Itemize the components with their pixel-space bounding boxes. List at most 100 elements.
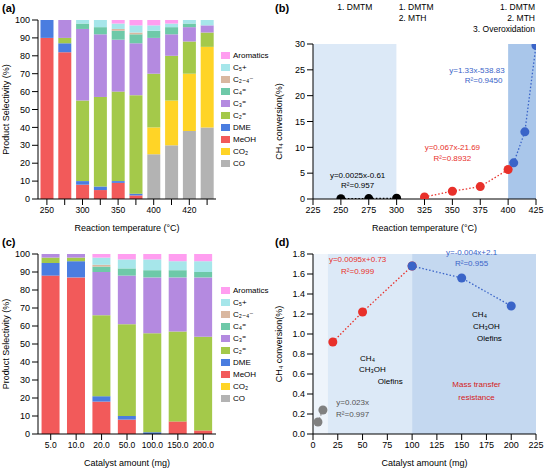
- svg-text:30: 30: [20, 140, 30, 150]
- svg-text:225: 225: [528, 440, 543, 450]
- svg-text:400: 400: [501, 205, 516, 215]
- svg-text:250: 250: [40, 205, 54, 215]
- svg-text:CH₃OH: CH₃OH: [359, 365, 386, 374]
- svg-text:250: 250: [333, 205, 348, 215]
- svg-text:20: 20: [20, 393, 30, 403]
- svg-text:200.0: 200.0: [193, 440, 215, 450]
- svg-text:0: 0: [25, 194, 30, 204]
- svg-text:CH₄ conversion(%): CH₄ conversion(%): [274, 306, 284, 383]
- svg-text:Olefins: Olefins: [477, 334, 502, 343]
- svg-text:Product Selectivity (%): Product Selectivity (%): [1, 64, 11, 155]
- svg-text:Product Selectivity (%): Product Selectivity (%): [1, 299, 11, 390]
- svg-text:1. DMTM: 1. DMTM: [337, 2, 372, 12]
- svg-text:20: 20: [295, 91, 305, 101]
- svg-text:CH₃OH: CH₃OH: [473, 322, 500, 331]
- svg-text:40: 40: [20, 357, 30, 367]
- svg-text:70: 70: [20, 303, 30, 313]
- svg-text:100: 100: [405, 440, 420, 450]
- svg-text:CH₄ conversion(%): CH₄ conversion(%): [274, 83, 284, 160]
- svg-text:0: 0: [25, 429, 30, 439]
- svg-text:10: 10: [295, 143, 305, 153]
- svg-text:Olefins: Olefins: [378, 377, 403, 386]
- svg-text:Catalyst amount (mg): Catalyst amount (mg): [381, 458, 467, 468]
- svg-text:R²=0.9450: R²=0.9450: [465, 76, 503, 85]
- svg-text:150.0: 150.0: [167, 440, 189, 450]
- svg-text:CH₄: CH₄: [360, 354, 375, 363]
- svg-text:30: 30: [295, 39, 305, 49]
- svg-text:R²=0.955: R²=0.955: [455, 259, 489, 268]
- svg-text:1.0: 1.0: [292, 329, 305, 339]
- svg-text:150: 150: [454, 440, 469, 450]
- svg-text:50: 50: [20, 339, 30, 349]
- svg-text:350: 350: [445, 205, 460, 215]
- svg-text:R²=0.999: R²=0.999: [341, 267, 375, 276]
- svg-text:90: 90: [20, 267, 30, 277]
- svg-text:y=1.33x-538.83: y=1.33x-538.83: [449, 66, 505, 75]
- svg-text:60: 60: [20, 321, 30, 331]
- svg-text:1. DMTM2. MTH3. Overoxidation: 1. DMTM2. MTH3. Overoxidation: [473, 2, 535, 34]
- svg-text:R²=0.8932: R²=0.8932: [434, 154, 472, 163]
- svg-text:Catalyst amount (mg): Catalyst amount (mg): [84, 458, 170, 468]
- svg-text:y=0.0025x-0.61: y=0.0025x-0.61: [330, 171, 386, 180]
- svg-text:325: 325: [417, 205, 432, 215]
- svg-text:1.6: 1.6: [292, 269, 305, 279]
- svg-text:y=0.023x: y=0.023x: [336, 398, 369, 407]
- svg-text:200: 200: [504, 440, 519, 450]
- svg-text:125: 125: [429, 440, 444, 450]
- svg-text:20: 20: [20, 158, 30, 168]
- svg-text:1.4: 1.4: [292, 289, 305, 299]
- svg-text:275: 275: [361, 205, 376, 215]
- svg-text:1. DMTM2. MTH: 1. DMTM2. MTH: [399, 2, 434, 23]
- svg-text:0.0: 0.0: [292, 429, 305, 439]
- svg-text:0.4: 0.4: [292, 389, 305, 399]
- svg-text:Reaction temperature (°C): Reaction temperature (°C): [74, 223, 179, 233]
- svg-text:resistance: resistance: [458, 393, 495, 402]
- svg-text:y=0.067x-21.69: y=0.067x-21.69: [425, 143, 481, 152]
- svg-text:y=0.0095x+0.73: y=0.0095x+0.73: [329, 255, 387, 264]
- svg-text:100: 100: [15, 249, 30, 259]
- svg-text:100.0: 100.0: [142, 440, 164, 450]
- svg-text:1.8: 1.8: [292, 249, 305, 259]
- svg-text:100: 100: [15, 15, 30, 25]
- svg-text:0: 0: [300, 194, 305, 204]
- svg-text:70: 70: [20, 69, 30, 79]
- svg-text:R²=0.957: R²=0.957: [341, 181, 375, 190]
- svg-text:15: 15: [295, 117, 305, 127]
- svg-text:R²=0.997: R²=0.997: [336, 410, 370, 419]
- svg-text:80: 80: [20, 285, 30, 295]
- svg-text:Mass transfer: Mass transfer: [452, 380, 501, 389]
- svg-text:420: 420: [182, 205, 196, 215]
- svg-text:5.0: 5.0: [45, 440, 57, 450]
- svg-text:400: 400: [147, 205, 161, 215]
- svg-text:10.0: 10.0: [68, 440, 85, 450]
- svg-text:30: 30: [20, 375, 30, 385]
- svg-text:40: 40: [20, 123, 30, 133]
- svg-text:CH₄: CH₄: [472, 310, 487, 319]
- svg-text:300: 300: [389, 205, 404, 215]
- svg-text:20.0: 20.0: [93, 440, 110, 450]
- svg-text:10: 10: [20, 176, 30, 186]
- svg-text:0.8: 0.8: [292, 349, 305, 359]
- svg-text:300: 300: [75, 205, 89, 215]
- svg-text:50: 50: [20, 105, 30, 115]
- svg-text:175: 175: [479, 440, 494, 450]
- svg-text:50: 50: [358, 440, 368, 450]
- svg-text:0.2: 0.2: [292, 409, 305, 419]
- svg-text:225: 225: [305, 205, 320, 215]
- svg-text:10: 10: [20, 411, 30, 421]
- svg-text:350: 350: [111, 205, 125, 215]
- svg-text:425: 425: [528, 205, 543, 215]
- svg-text:0.6: 0.6: [292, 369, 305, 379]
- svg-text:25: 25: [295, 65, 305, 75]
- svg-text:y=-0.004x+2.1: y=-0.004x+2.1: [446, 248, 498, 257]
- svg-text:5: 5: [300, 168, 305, 178]
- svg-text:25: 25: [333, 440, 343, 450]
- svg-text:90: 90: [20, 33, 30, 43]
- svg-text:60: 60: [20, 87, 30, 97]
- svg-text:1.2: 1.2: [292, 309, 305, 319]
- svg-text:80: 80: [20, 51, 30, 61]
- svg-text:75: 75: [382, 440, 392, 450]
- svg-text:375: 375: [473, 205, 488, 215]
- svg-text:Reaction temperature (°C): Reaction temperature (°C): [372, 223, 477, 233]
- svg-text:50.0: 50.0: [119, 440, 136, 450]
